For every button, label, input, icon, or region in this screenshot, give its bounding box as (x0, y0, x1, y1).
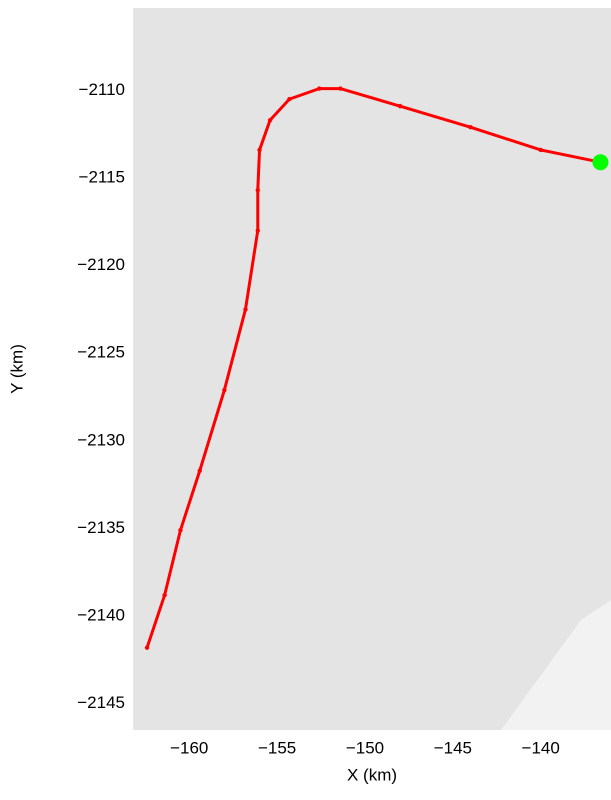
x-tick-label: −145 (434, 738, 472, 757)
x-tick-label: −150 (346, 738, 384, 757)
track-point (197, 468, 202, 473)
position-marker (592, 154, 609, 171)
y-tick-label: −2135 (77, 518, 125, 537)
x-tick-label: −140 (522, 738, 560, 757)
track-point (397, 103, 403, 109)
track-point (222, 387, 227, 393)
track-point (287, 96, 292, 102)
track-point (178, 528, 183, 533)
y-tick-label: −2110 (79, 80, 125, 99)
x-axis-label: X (km) (347, 765, 397, 784)
track-point (338, 86, 343, 91)
y-tick-label: −2140 (77, 606, 125, 625)
track-point (538, 147, 543, 153)
x-tick-label: −155 (258, 738, 296, 757)
track-point (257, 147, 262, 153)
plot-background (133, 8, 611, 730)
track-point (144, 645, 150, 650)
y-tick-label: −2145 (77, 693, 125, 712)
track-point (255, 188, 260, 193)
y-tick-label: −2115 (79, 167, 125, 186)
track-point (267, 117, 273, 123)
track-point (255, 228, 260, 233)
x-tick-label: −160 (170, 738, 208, 757)
terrain-patch (501, 600, 611, 730)
y-tick-label: −2130 (77, 430, 125, 449)
track-point (468, 124, 473, 130)
y-tick-label: −2125 (77, 343, 125, 362)
track-point (243, 307, 248, 312)
track-point (162, 592, 167, 598)
track-point (317, 86, 322, 91)
y-axis-label: Y (km) (7, 344, 26, 394)
y-tick-label: −2120 (77, 255, 125, 274)
